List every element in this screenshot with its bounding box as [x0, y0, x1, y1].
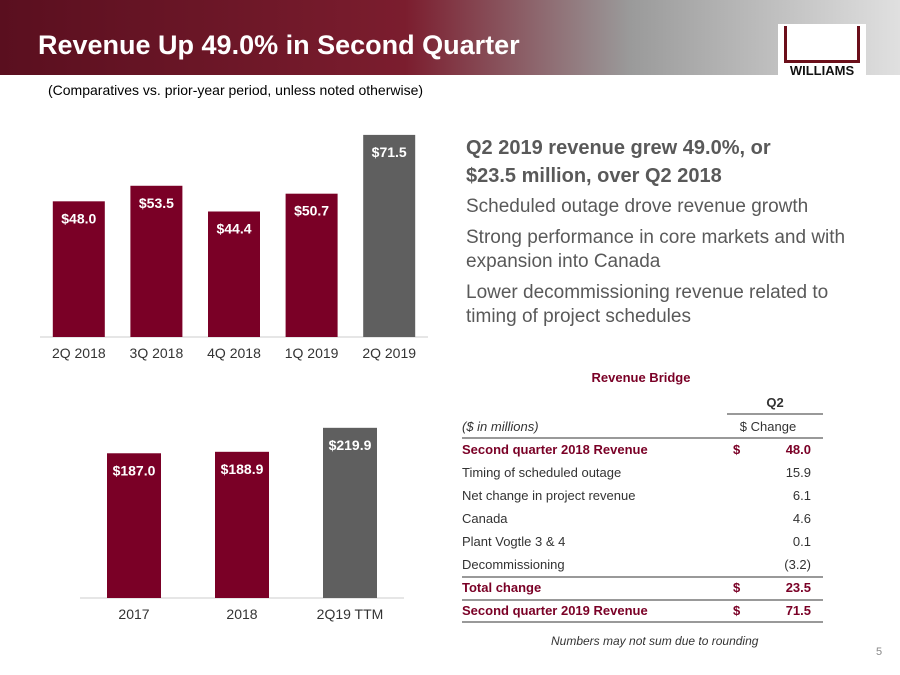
- value-label: $71.5: [372, 144, 407, 160]
- row-value: 23.5: [786, 580, 811, 595]
- bullet: Strong performance in core markets and w…: [466, 227, 846, 272]
- row-value: 4.6: [793, 511, 811, 526]
- highlight-line: Q2 2019 revenue grew 49.0%, or: [466, 137, 771, 159]
- value-label: $44.4: [216, 220, 251, 236]
- bullet: Scheduled outage drove revenue growth: [466, 196, 809, 217]
- value-label: $188.9: [221, 461, 264, 477]
- bar: [323, 427, 377, 598]
- bar: [208, 211, 260, 337]
- bar: [107, 453, 161, 598]
- row-label: Canada: [462, 511, 508, 526]
- table-title: Revenue Bridge: [592, 370, 691, 385]
- period-header: Q2: [766, 395, 783, 410]
- row-label: Total change: [462, 580, 541, 595]
- highlight: Q2 2019 revenue grew 49.0%, or $23.5 mil…: [466, 134, 771, 190]
- x-tick-label: 2Q 2019: [362, 345, 416, 361]
- x-tick-label: 3Q 2018: [130, 345, 184, 361]
- logo: WILLIAMS: [778, 24, 866, 82]
- bar: [285, 193, 338, 337]
- value-label: $219.9: [329, 437, 372, 453]
- value-label: $187.0: [113, 462, 156, 478]
- quarterly-chart: $48.0 2Q 2018 $53.5 3Q 2018 $44.4 4Q 2018 $50.…: [40, 134, 428, 361]
- page-number: 5: [876, 646, 883, 658]
- row-value: 0.1: [793, 534, 811, 549]
- column-header: $ Change: [740, 419, 796, 434]
- value-label: $48.0: [61, 210, 96, 226]
- x-tick-label: 2Q19 TTM: [317, 606, 384, 622]
- subtitle: (Comparatives vs. prior-year period, unl…: [48, 82, 424, 98]
- x-tick-label: 2Q 2018: [52, 345, 106, 361]
- annual-chart: $187.0 2017 $188.9 2018 $219.9 2Q19 TTM: [80, 427, 404, 622]
- footnote: Numbers may not sum due to rounding: [551, 634, 759, 648]
- bullets: Scheduled outage drove revenue growth St…: [466, 195, 866, 336]
- currency: $: [733, 580, 741, 595]
- currency: $: [733, 603, 741, 618]
- x-tick-label: 2018: [226, 606, 257, 622]
- row-label: Plant Vogtle 3 & 4: [462, 534, 565, 549]
- row-value: 71.5: [786, 603, 811, 618]
- units: ($ in millions): [462, 419, 539, 434]
- row-label: Second quarter 2018 Revenue: [462, 442, 648, 457]
- bullet: Lower decommissioning revenue related to…: [466, 282, 829, 327]
- bar: [215, 451, 269, 598]
- header-band: [0, 0, 900, 75]
- bar: [130, 185, 183, 337]
- value-label: $53.5: [139, 195, 174, 211]
- revenue-bridge-table: Revenue Bridge Q2 ($ in millions) $ Chan…: [462, 370, 823, 623]
- row-value: 48.0: [786, 442, 811, 457]
- x-tick-label: 4Q 2018: [207, 345, 261, 361]
- currency: $: [733, 442, 741, 457]
- row-value: 6.1: [793, 488, 811, 503]
- row-label: Second quarter 2019 Revenue: [462, 603, 648, 618]
- bar: [52, 201, 105, 337]
- row-value: 15.9: [786, 465, 811, 480]
- title: Revenue Up 49.0% in Second Quarter: [38, 30, 520, 60]
- row-label: Net change in project revenue: [462, 488, 635, 503]
- logo-mark: [784, 26, 860, 63]
- highlight-line: $23.5 million, over Q2 2018: [466, 165, 722, 187]
- bar: [363, 134, 416, 337]
- logo-text: WILLIAMS: [789, 63, 855, 78]
- value-label: $50.7: [294, 203, 329, 219]
- row-value: (3.2): [784, 557, 811, 572]
- x-tick-label: 1Q 2019: [285, 345, 339, 361]
- row-label: Timing of scheduled outage: [462, 465, 621, 480]
- row-label: Decommissioning: [462, 557, 565, 572]
- x-tick-label: 2017: [118, 606, 149, 622]
